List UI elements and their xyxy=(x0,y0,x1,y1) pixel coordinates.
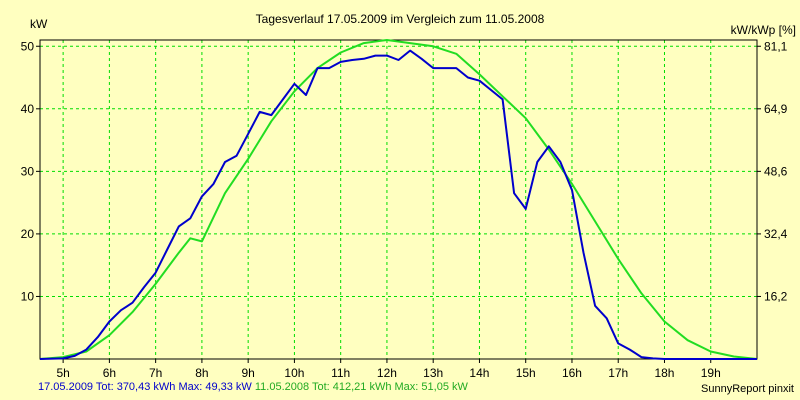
x-tick-label: 11h xyxy=(331,366,350,380)
x-tick-label: 16h xyxy=(562,366,582,380)
y-tick-label-right: 64,9 xyxy=(764,102,788,116)
x-tick-label: 14h xyxy=(469,366,489,380)
x-tick-label: 6h xyxy=(103,366,116,380)
y-tick-label-right: 32,4 xyxy=(764,227,788,241)
y-tick-label-right: 48,6 xyxy=(764,164,788,178)
y-tick-label-left: 30 xyxy=(21,164,35,178)
footer-series-1-stats: 17.05.2009 Tot: 370,43 kWh Max: 49,33 kW xyxy=(38,381,252,393)
x-tick-label: 7h xyxy=(149,366,162,380)
x-tick-label: 19h xyxy=(701,366,721,380)
credit-text: SunnyReport pinxit xyxy=(701,383,794,395)
x-tick-label: 17h xyxy=(608,366,628,380)
footer-series-2-stats: 11.05.2008 Tot: 412,21 kWh Max: 51,05 kW xyxy=(254,381,468,393)
chart-title: Tagesverlauf 17.05.2009 im Vergleich zum… xyxy=(256,12,545,26)
x-tick-label: 18h xyxy=(654,366,674,380)
y-tick-label-left: 50 xyxy=(21,39,35,53)
plot-area xyxy=(39,39,758,360)
y-tick-label-left: 40 xyxy=(21,102,35,116)
footer-stats: 17.05.2009 Tot: 370,43 kWh Max: 49,33 kW… xyxy=(38,381,468,393)
series-line-1 xyxy=(39,49,757,360)
x-tick-label: 8h xyxy=(195,366,208,380)
series-lines xyxy=(39,39,758,360)
ticks: 5h 6h 7h 8h 9h 10h 11h 12h 13h 14h 15h 16h 17h 18h 19h… xyxy=(21,39,788,380)
x-tick-label: 5h xyxy=(56,366,69,380)
y-axis-right-label: kW/kWp [%] xyxy=(731,23,796,37)
series-line-2 xyxy=(39,39,758,360)
x-tick-label: 13h xyxy=(423,366,443,380)
y-tick-label-left: 20 xyxy=(21,227,35,241)
x-tick-label: 15h xyxy=(516,366,536,380)
y-axis-left-label: kW xyxy=(30,17,48,31)
grid xyxy=(40,40,757,359)
y-tick-label-right: 16,2 xyxy=(764,289,788,303)
x-tick-label: 10h xyxy=(284,366,304,380)
x-tick-label: 12h xyxy=(377,366,397,380)
x-tick-label: 9h xyxy=(241,366,254,380)
y-tick-label-right: 81,1 xyxy=(764,39,788,53)
y-tick-label-left: 10 xyxy=(21,289,35,303)
